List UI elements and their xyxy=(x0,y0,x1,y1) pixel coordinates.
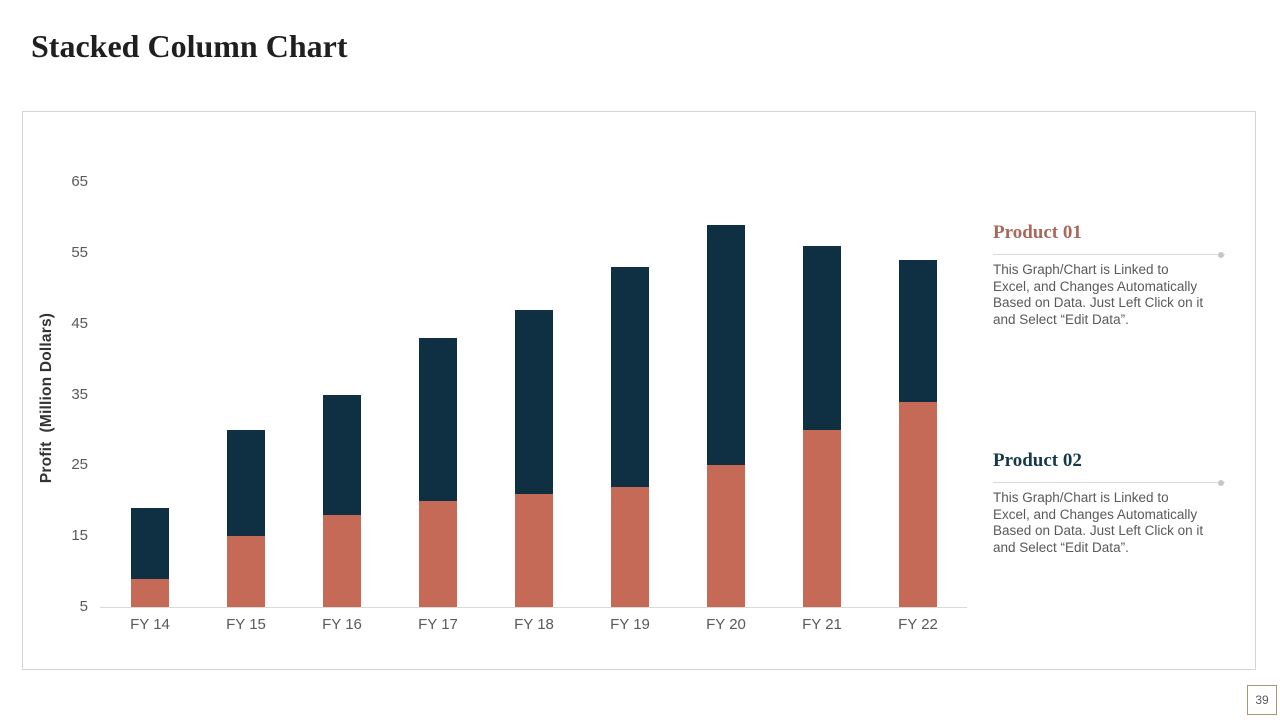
bar-segment-fy-21-product-02[interactable] xyxy=(803,245,841,430)
bar-segment-fy-16-product-01[interactable] xyxy=(323,514,361,607)
bar-segment-fy-18-product-02[interactable] xyxy=(515,309,553,494)
page-title: Stacked Column Chart xyxy=(31,28,348,64)
divider-dot xyxy=(1218,479,1224,486)
page-number: 39 xyxy=(1255,693,1269,707)
y-tick-label: 45 xyxy=(71,314,88,332)
legend-product1: Product 01 This Graph/Chart is Linked to… xyxy=(993,222,1245,328)
x-tick-label: FY 21 xyxy=(802,616,842,633)
legend-product2-divider xyxy=(993,479,1225,486)
bar-segment-fy-16-product-02[interactable] xyxy=(323,394,361,515)
page-number-box: 39 xyxy=(1247,685,1277,715)
bar-segment-fy-21-product-01[interactable] xyxy=(803,429,841,607)
y-tick-label: 25 xyxy=(71,456,88,474)
bar-segment-fy-14-product-01[interactable] xyxy=(131,578,169,607)
legend-product1-description: This Graph/Chart is Linked to Excel, and… xyxy=(993,262,1204,327)
bar-segment-fy-15-product-02[interactable] xyxy=(227,429,265,537)
legend-product1-title: Product 01 xyxy=(993,222,1082,243)
bar-segment-fy-22-product-01[interactable] xyxy=(899,401,937,607)
bar-segment-fy-17-product-01[interactable] xyxy=(419,500,457,607)
legend-product2: Product 02 This Graph/Chart is Linked to… xyxy=(993,450,1245,556)
bar-segment-fy-20-product-02[interactable] xyxy=(707,224,745,466)
legend-product1-divider xyxy=(993,251,1225,258)
bar-segment-fy-19-product-01[interactable] xyxy=(611,486,649,607)
y-tick-label: 65 xyxy=(71,173,88,190)
y-tick-label: 35 xyxy=(71,385,88,403)
x-tick-label: FY 17 xyxy=(418,616,458,633)
legend-product2-description: This Graph/Chart is Linked to Excel, and… xyxy=(993,490,1204,555)
bar-segment-fy-22-product-02[interactable] xyxy=(899,259,937,402)
bar-segment-fy-18-product-01[interactable] xyxy=(515,493,553,607)
x-tick-label: FY 22 xyxy=(898,616,938,633)
x-tick-label: FY 18 xyxy=(514,616,554,633)
bar-segment-fy-19-product-02[interactable] xyxy=(611,267,649,487)
x-tick-label: FY 14 xyxy=(130,616,170,633)
y-tick-label: 5 xyxy=(79,598,88,615)
x-tick-label: FY 15 xyxy=(226,616,266,633)
bar-segment-fy-17-product-02[interactable] xyxy=(419,337,457,501)
bar-segment-fy-20-product-01[interactable] xyxy=(707,465,745,607)
x-tick-label: FY 16 xyxy=(322,616,362,633)
legend-product2-title: Product 02 xyxy=(993,450,1082,471)
x-tick-label: FY 19 xyxy=(610,616,650,633)
bar-segment-fy-14-product-02[interactable] xyxy=(131,507,169,579)
y-tick-label: 55 xyxy=(71,243,88,261)
bar-segment-fy-15-product-01[interactable] xyxy=(227,536,265,607)
y-tick-label: 15 xyxy=(71,527,88,545)
divider-dot xyxy=(1218,251,1224,258)
x-tick-label: FY 20 xyxy=(706,616,746,633)
x-axis-line xyxy=(100,607,967,608)
